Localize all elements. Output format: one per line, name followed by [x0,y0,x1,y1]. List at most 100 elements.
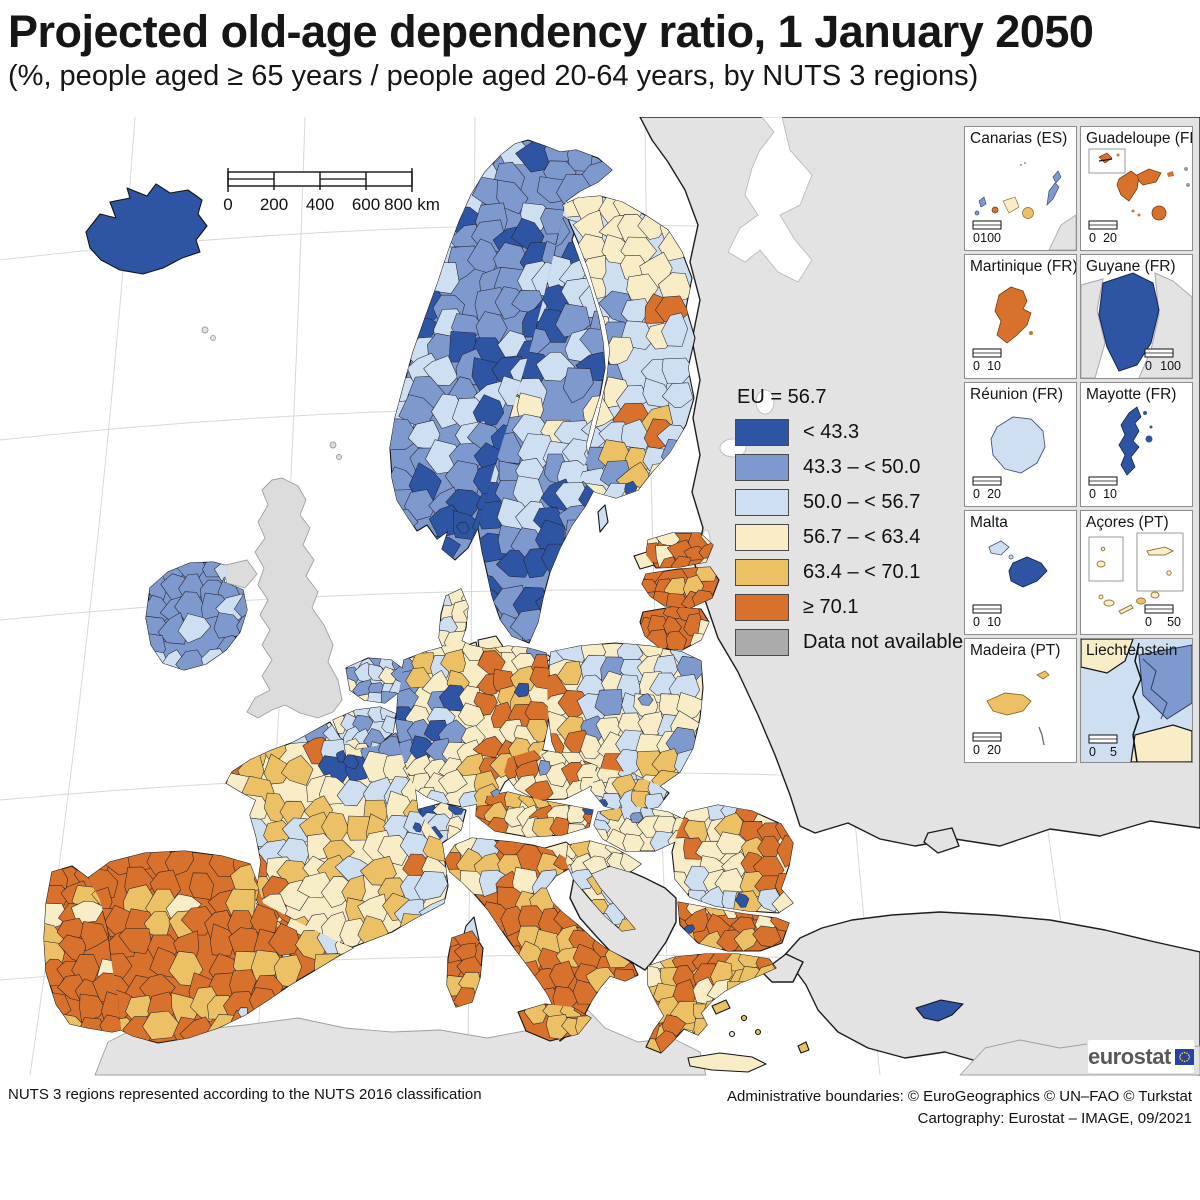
nuts3-region [209,923,236,957]
legend-label: ≥ 70.1 [803,596,859,618]
scale-tick-0: 0 [223,195,232,214]
svg-text:50: 50 [1167,615,1181,629]
aegean-island-3 [728,1030,736,1038]
legend-label: 50.0 – < 56.7 [803,491,921,513]
scale-tick-200: 200 [260,195,288,214]
nuts3-region [423,355,458,386]
nuts3-capital-region [538,759,551,776]
nuts3-region [776,834,793,868]
nuts3-region [549,816,574,837]
legend-swatch [735,629,789,656]
region-crimea [923,827,960,854]
inset-title: Canarias (ES) [970,130,1068,147]
scale-tick-600: 600 [352,195,380,214]
svg-text:20: 20 [987,743,1001,757]
nuts3-region [472,394,505,427]
nuts3-region [99,1014,121,1032]
nuts3-region [234,589,247,620]
inset-title: Mayotte (FR) [1086,386,1177,403]
nuts3-mosaic [44,140,793,1053]
nuts3-region [164,851,194,878]
legend-item: < 43.3 [735,419,963,446]
nuts3-region [404,489,437,523]
legend-item: ≥ 70.1 [735,594,963,621]
nuts3-region [658,272,693,303]
inset-reunion: Réunion (FR) 0 20 [964,382,1077,507]
nuts3-region [118,927,152,954]
inset-title: Martinique (FR) [970,258,1077,275]
svg-text:10: 10 [987,615,1001,629]
inset-scale-bar: 0 5 [1088,734,1118,759]
nuts3-capital-region [412,822,422,833]
nuts3-region [665,630,687,650]
nuts3-region [396,738,414,763]
legend-item: Data not available [735,629,963,656]
aegean-island [740,1014,748,1022]
nuts3-region [661,382,694,408]
legend-swatch [735,524,789,551]
inset-mayotte: Mayotte (FR) 0 10 [1080,382,1193,507]
nuts3-capital-region [456,521,470,534]
inset-mayotte-map: 0 10 [1088,406,1153,501]
nuts3-region [142,1010,181,1040]
svg-text:0: 0 [973,487,980,501]
legend-item: 63.4 – < 70.1 [735,559,963,586]
inset-guyane: Guyane (FR) 0 100 [1080,254,1193,379]
svg-text:0: 0 [973,743,980,757]
eurostat-wordmark: eurostat [1088,1043,1171,1069]
nuts3-region [515,140,555,173]
inset-acores-map: 0 50 [1088,532,1184,629]
legend-swatch [735,419,789,446]
inset-scale-bar: 0 20 [972,732,1002,757]
nuts3-region [101,991,121,1021]
nuts3-region [622,833,645,851]
inset-guadeloupe: Guadeloupe (FR) 0 20 [1080,126,1193,251]
inset-canarias: Canarias (ES) 0 100 [964,126,1077,251]
inset-acores: Açores (PT) 0 50 [1080,510,1193,635]
nuts3-region [579,328,605,358]
region-crete [687,1052,767,1073]
svg-text:10: 10 [1103,487,1117,501]
region-turkey-thrace [761,953,804,983]
inset-canarias-map: 0 100 [972,162,1076,250]
scale-tick-800: 800 km [384,195,440,214]
inset-guadeloupe-map: 0 20 [1088,148,1190,245]
region-gotland [597,504,609,533]
footer-cartography: Cartography: Eurostat – IMAGE, 09/2021 [917,1110,1192,1127]
footer-boundaries: Administrative boundaries: © EuroGeograp… [726,1088,1192,1105]
nuts3-region [512,867,539,896]
inset-title: Malta [970,514,1008,531]
inset-scale-bar: 0 20 [1088,220,1118,245]
legend-swatch [735,559,789,586]
legend-swatch [735,489,789,516]
svg-text:0: 0 [1089,231,1096,245]
inset-scale-bar: 0 10 [1088,476,1118,501]
inset-martinique: Martinique (FR) 0 10 [964,254,1077,379]
faroe-islands-2 [210,335,216,341]
nuts3-region [268,923,301,956]
nuts3-region [666,593,688,608]
orkney-islands [336,454,342,460]
eurostat-logo: eurostat [1088,1040,1194,1073]
legend-item: 50.0 – < 56.7 [735,489,963,516]
white-sea [727,117,813,283]
legend-label: < 43.3 [803,421,860,443]
nuts3-region [438,769,468,794]
footer-note-left: NUTS 3 regions represented according to … [8,1086,482,1103]
inset-madeira: Madeira (PT) 0 20 [964,638,1077,763]
nuts3-region [440,649,466,674]
svg-text:0: 0 [973,615,980,629]
nuts3-region [615,748,644,776]
inset-malta-map: 0 10 [972,540,1048,629]
nuts3-region [562,367,594,404]
inset-title: Réunion (FR) [970,386,1064,403]
nuts3-region [733,927,759,951]
nuts3-region [71,900,106,924]
svg-text:0: 0 [973,359,980,373]
nuts3-region [580,733,604,760]
region-cyprus [915,999,964,1022]
nuts3-region [599,806,625,822]
nuts3-region [463,601,468,624]
svg-text:10: 10 [987,359,1001,373]
